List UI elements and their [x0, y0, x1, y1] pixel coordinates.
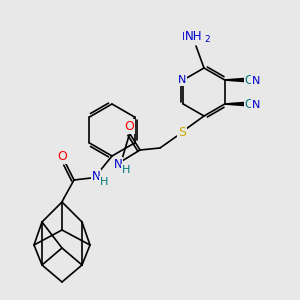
Text: C: C: [245, 98, 253, 110]
Text: N: N: [178, 75, 186, 85]
Text: N: N: [114, 158, 122, 170]
Text: N: N: [252, 76, 260, 86]
Text: S: S: [178, 125, 186, 139]
Text: N: N: [92, 169, 100, 182]
Text: 2: 2: [198, 32, 203, 41]
Text: O: O: [124, 119, 134, 133]
Text: H: H: [122, 165, 130, 175]
Text: H: H: [100, 177, 108, 187]
Text: C: C: [245, 74, 253, 86]
Text: 2: 2: [204, 34, 210, 43]
Text: O: O: [57, 149, 67, 163]
Text: NH: NH: [185, 29, 203, 43]
Text: NH: NH: [182, 32, 198, 42]
Text: N: N: [252, 100, 260, 110]
